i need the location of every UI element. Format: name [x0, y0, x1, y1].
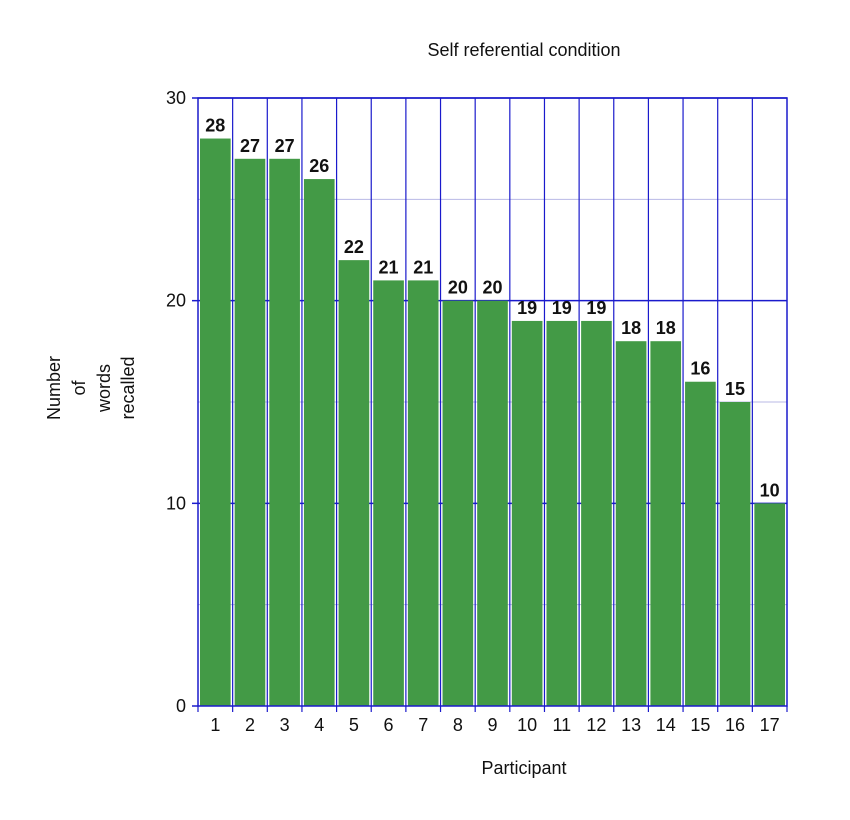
bar	[546, 320, 578, 706]
bar	[269, 158, 300, 707]
bar-value-label: 26	[309, 156, 329, 176]
x-tick-label: 7	[418, 715, 428, 735]
x-tick-label: 6	[384, 715, 394, 735]
y-tick-label: 10	[166, 493, 186, 513]
x-tick-label: 15	[690, 715, 710, 735]
x-tick-label: 16	[725, 715, 745, 735]
bar	[650, 341, 682, 706]
bar	[581, 320, 612, 706]
bar-value-label: 18	[656, 318, 676, 338]
x-tick-label: 9	[487, 715, 497, 735]
y-axis-label-line: Number	[44, 356, 64, 420]
bar-value-label: 18	[621, 318, 641, 338]
bar	[477, 300, 508, 706]
y-tick-label: 20	[166, 291, 186, 311]
bar-value-label: 28	[205, 116, 225, 136]
y-axis-ticks: 0 10 20 30	[166, 88, 198, 716]
x-tick-label: 13	[621, 715, 641, 735]
bar	[685, 381, 716, 706]
bars	[200, 138, 785, 707]
bar	[303, 179, 335, 707]
bar-value-label: 19	[586, 298, 606, 318]
x-tick-label: 17	[760, 715, 780, 735]
bar-value-label: 20	[482, 278, 502, 298]
vertical-gridlines	[232, 98, 753, 706]
data-labels: 28 27 27 26 22 21 21 20 20 19 19 19 18 18 16 15 10	[205, 116, 779, 501]
bar	[442, 300, 474, 706]
bar-value-label: 15	[725, 379, 745, 399]
y-tick-label: 30	[166, 88, 186, 108]
bar-value-label: 21	[379, 257, 399, 277]
bar-value-label: 19	[552, 298, 572, 318]
bar	[338, 260, 370, 706]
x-tick-label: 5	[349, 715, 359, 735]
bar	[719, 402, 751, 706]
bar-value-label: 22	[344, 237, 364, 257]
axes	[197, 97, 788, 707]
bar-value-label: 20	[448, 278, 468, 298]
bar-value-label: 16	[690, 359, 710, 379]
bar	[615, 341, 647, 706]
y-axis-label: Number of words recalled	[44, 356, 138, 420]
bar	[754, 503, 785, 706]
x-tick-label: 3	[280, 715, 290, 735]
x-tick-label: 12	[586, 715, 606, 735]
bar-value-label: 27	[275, 136, 295, 156]
bar	[200, 138, 231, 707]
x-tick-label: 11	[552, 715, 571, 735]
x-axis-ticks: 1 2 3 4 5 6 7 8 9 10 11 12 13 14 15 16 17	[197, 706, 788, 735]
y-tick-label: 0	[176, 696, 186, 716]
bar-value-label: 19	[517, 298, 537, 318]
bar	[407, 280, 439, 706]
x-tick-label: 8	[453, 715, 463, 735]
y-axis-label-line: of	[69, 379, 89, 395]
bar-value-label: 21	[413, 257, 433, 277]
x-axis-label: Participant	[481, 758, 566, 778]
x-tick-label: 1	[210, 715, 220, 735]
bar	[234, 158, 266, 707]
x-tick-label: 4	[314, 715, 324, 735]
bar	[373, 280, 404, 706]
chart-title: Self referential condition	[427, 40, 620, 60]
x-tick-label: 14	[656, 715, 676, 735]
bar-value-label: 10	[760, 480, 780, 500]
x-tick-label: 10	[517, 715, 537, 735]
bar	[511, 320, 543, 706]
bar-value-label: 27	[240, 136, 260, 156]
x-tick-label: 2	[245, 715, 255, 735]
plot-frame	[197, 97, 788, 707]
y-axis-label-line: recalled	[118, 356, 138, 419]
y-axis-label-line: words	[94, 364, 114, 413]
